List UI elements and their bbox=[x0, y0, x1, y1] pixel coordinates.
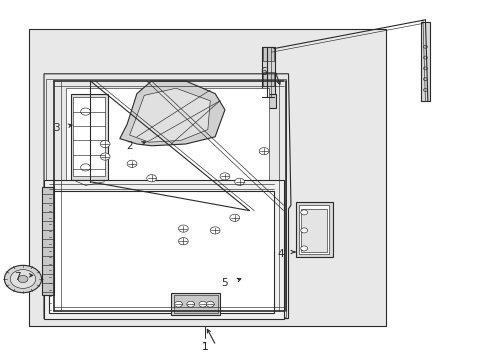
Circle shape bbox=[81, 108, 90, 115]
Bar bbox=[44, 74, 288, 319]
Circle shape bbox=[259, 148, 268, 155]
Bar bbox=[66, 88, 268, 304]
Bar bbox=[299, 205, 328, 254]
Circle shape bbox=[229, 214, 239, 221]
Bar bbox=[259, 94, 276, 108]
Circle shape bbox=[174, 301, 182, 307]
Polygon shape bbox=[120, 81, 224, 146]
Circle shape bbox=[300, 246, 307, 251]
Circle shape bbox=[10, 270, 36, 288]
Text: 5: 5 bbox=[221, 278, 228, 288]
Text: 7: 7 bbox=[14, 272, 20, 282]
Circle shape bbox=[186, 301, 194, 307]
Bar bbox=[420, 22, 429, 101]
Polygon shape bbox=[129, 88, 210, 142]
Circle shape bbox=[81, 164, 90, 171]
Polygon shape bbox=[44, 180, 283, 319]
Bar bbox=[171, 293, 220, 315]
Text: 2: 2 bbox=[126, 141, 133, 151]
Circle shape bbox=[4, 265, 41, 293]
Bar bbox=[49, 191, 273, 313]
Bar bbox=[73, 97, 104, 176]
Circle shape bbox=[178, 238, 188, 245]
Circle shape bbox=[100, 140, 110, 148]
Circle shape bbox=[220, 173, 229, 180]
Bar bbox=[41, 187, 54, 295]
Text: 1: 1 bbox=[202, 342, 208, 352]
Circle shape bbox=[234, 178, 244, 185]
Bar bbox=[300, 209, 326, 252]
Bar bbox=[263, 47, 273, 61]
Polygon shape bbox=[29, 29, 386, 326]
Bar bbox=[71, 94, 107, 180]
Circle shape bbox=[199, 301, 206, 307]
Bar bbox=[295, 202, 332, 257]
Bar bbox=[46, 79, 285, 317]
Text: 4: 4 bbox=[277, 249, 284, 259]
Circle shape bbox=[18, 275, 28, 283]
Circle shape bbox=[210, 227, 220, 234]
Text: 1: 1 bbox=[202, 342, 208, 352]
Circle shape bbox=[146, 175, 156, 182]
Circle shape bbox=[127, 160, 137, 167]
Circle shape bbox=[178, 225, 188, 232]
Text: 3: 3 bbox=[53, 123, 60, 133]
Text: 6: 6 bbox=[260, 67, 267, 77]
Bar bbox=[263, 72, 273, 86]
Circle shape bbox=[300, 228, 307, 233]
Bar bbox=[173, 295, 217, 313]
Circle shape bbox=[300, 210, 307, 215]
Bar bbox=[261, 47, 275, 97]
Circle shape bbox=[206, 301, 214, 307]
Circle shape bbox=[100, 153, 110, 160]
